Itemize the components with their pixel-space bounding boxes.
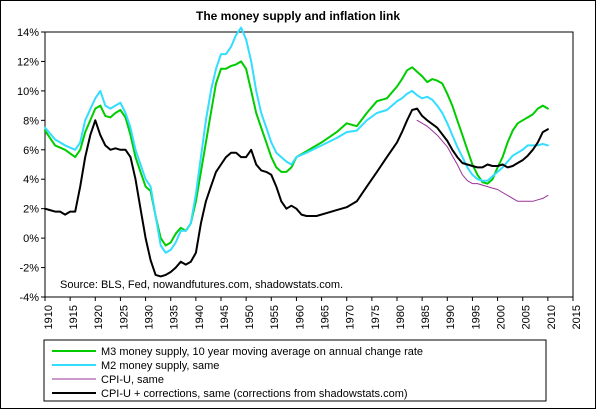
series-layer <box>44 26 549 278</box>
x-tick-label-1940: 1940 <box>194 305 206 329</box>
x-tick-label-1965: 1965 <box>319 305 331 329</box>
y-tick-label-4: 4% <box>23 174 39 186</box>
legend-label-1: M2 money supply, same <box>101 360 219 372</box>
legend-box <box>43 339 547 402</box>
chart-title: The money supply and inflation link <box>196 9 400 23</box>
axis-layer: 1910 1915 1920 1925 1930 1935 1940 1945 1950 1955… <box>17 27 583 329</box>
y-tick-label-7: 10% <box>17 86 39 98</box>
series-line-1 <box>44 26 549 254</box>
x-tick-label-1915: 1915 <box>68 305 80 329</box>
y-tick-label-9: 14% <box>17 27 39 39</box>
x-tick-label-1920: 1920 <box>93 305 105 329</box>
y-tick-label-0: -4% <box>19 292 39 304</box>
plot-area <box>44 31 574 298</box>
x-tick-label-1950: 1950 <box>244 305 256 329</box>
y-tick-label-6: 8% <box>23 115 39 127</box>
x-tick-label-1995: 1995 <box>470 305 482 329</box>
x-tick-label-1955: 1955 <box>269 305 281 329</box>
legend-label-3: CPI-U + corrections, same (corrections f… <box>101 388 408 400</box>
y-tick-label-8: 12% <box>17 56 39 68</box>
x-tick-label-1960: 1960 <box>294 305 306 329</box>
x-tick-label-1925: 1925 <box>118 305 130 329</box>
y-tick-label-1: -2% <box>19 263 39 275</box>
x-tick-label-1970: 1970 <box>345 305 357 329</box>
series-line-3 <box>44 107 549 278</box>
y-tick-label-2: 0% <box>23 233 39 245</box>
series-line-2 <box>416 119 549 202</box>
series-line-0 <box>44 60 549 247</box>
x-tick-label-1930: 1930 <box>143 305 155 329</box>
x-tick-label-1980: 1980 <box>395 305 407 329</box>
x-tick-label-1935: 1935 <box>169 305 181 329</box>
x-tick-label-2015: 2015 <box>571 305 583 329</box>
x-tick-label-2010: 2010 <box>546 305 558 329</box>
legend-label-0: M3 money supply, 10 year moving average … <box>101 346 423 358</box>
x-tick-label-1945: 1945 <box>219 305 231 329</box>
x-tick-label-2005: 2005 <box>521 305 533 329</box>
source-annotation: Source: BLS, Fed, nowandfutures.com, sha… <box>60 279 343 291</box>
x-tick-label-1975: 1975 <box>370 305 382 329</box>
legend: M3 money supply, 10 year moving average … <box>52 346 423 400</box>
legend-label-2: CPI-U, same <box>101 374 164 386</box>
y-tick-label-5: 6% <box>23 145 39 157</box>
y-tick-label-3: 2% <box>23 204 39 216</box>
x-tick-label-2000: 2000 <box>495 305 507 329</box>
x-tick-label-1985: 1985 <box>420 305 432 329</box>
x-tick-label-1910: 1910 <box>43 305 55 329</box>
x-tick-label-1990: 1990 <box>445 305 457 329</box>
